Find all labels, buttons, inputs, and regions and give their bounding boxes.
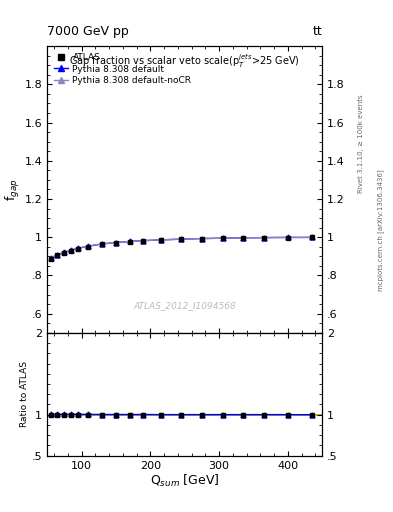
Text: Rivet 3.1.10, ≥ 100k events: Rivet 3.1.10, ≥ 100k events [358,94,364,193]
X-axis label: Q$_{sum}$ [GeV]: Q$_{sum}$ [GeV] [150,473,219,489]
Legend: ATLAS, Pythia 8.308 default, Pythia 8.308 default-noCR: ATLAS, Pythia 8.308 default, Pythia 8.30… [51,51,194,88]
Text: ATLAS_2012_I1094568: ATLAS_2012_I1094568 [133,301,236,310]
Text: mcplots.cern.ch [arXiv:1306.3436]: mcplots.cern.ch [arXiv:1306.3436] [377,169,384,291]
Text: 7000 GeV pp: 7000 GeV pp [47,26,129,38]
Y-axis label: f$_{gap}$: f$_{gap}$ [4,178,22,201]
Text: tt: tt [312,26,322,38]
Y-axis label: Ratio to ATLAS: Ratio to ATLAS [20,361,29,427]
Text: Gap fraction vs scalar veto scale(p$_T^{jets}$>25 GeV): Gap fraction vs scalar veto scale(p$_T^{… [69,52,300,70]
